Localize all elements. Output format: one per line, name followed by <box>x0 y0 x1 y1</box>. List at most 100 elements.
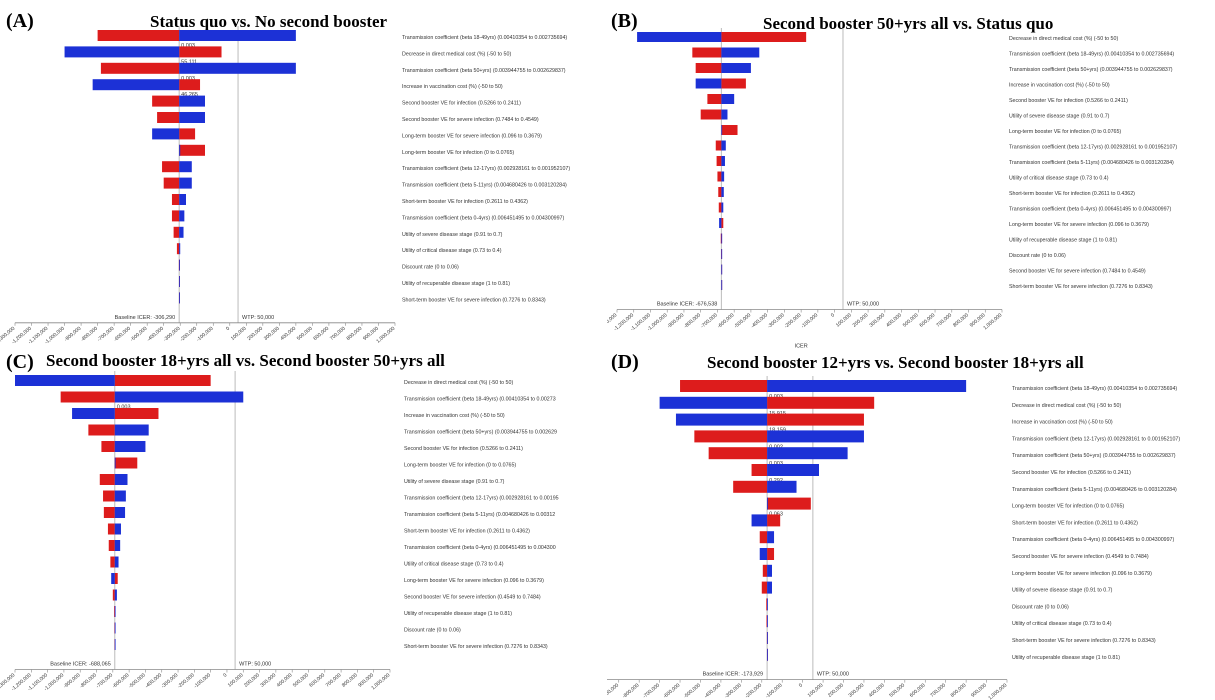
bar-high <box>114 507 126 518</box>
x-tick-label: -600,000 <box>111 672 130 689</box>
bar-high <box>179 226 184 238</box>
x-tick-label: 0 <box>222 672 228 679</box>
x-tick-label: -900,000 <box>666 312 685 329</box>
x-tick-label: -200,000 <box>783 312 802 329</box>
bar-low <box>715 140 722 151</box>
bar-label: Second booster VE for infection (0.5266 … <box>1009 98 1128 104</box>
bar-high <box>767 615 768 628</box>
bar-high <box>114 490 126 502</box>
bar-low <box>179 144 205 156</box>
bar-high <box>64 46 180 58</box>
bar-low <box>721 125 738 135</box>
x-tick-label: 400,000 <box>885 312 903 328</box>
x-tick-label: -900,000 <box>63 326 82 343</box>
bar-low <box>759 531 768 544</box>
bar-low <box>708 447 768 460</box>
x-tick-label: 800,000 <box>950 682 968 698</box>
bar-high <box>637 32 722 42</box>
bar-label: Utility of severe disease stage (0.91 to… <box>1009 114 1110 120</box>
bar-high <box>767 497 768 510</box>
bar-label: Long-term booster VE for severe infectio… <box>402 133 542 139</box>
bar-high <box>179 144 181 156</box>
bar-low <box>171 210 180 222</box>
bar-annotation: 46.265 <box>181 92 198 98</box>
bar-high <box>721 94 735 104</box>
bar-high <box>114 391 244 403</box>
bar-label: Long-term booster VE for severe infectio… <box>404 578 544 584</box>
panel-label: (A) <box>6 10 34 32</box>
x-tick-label: 300,000 <box>263 326 281 342</box>
bar-annotation: 0.003 <box>181 76 195 82</box>
x-tick-label: -600,000 <box>716 312 735 329</box>
bar-high <box>114 639 116 650</box>
panel-a: (A) Status quo vs. No second booster Tra… <box>0 0 607 350</box>
bar-low <box>733 480 768 493</box>
bar-high <box>114 523 121 535</box>
panel-label: (C) <box>6 351 34 373</box>
bar-label: Transmission coefficient (beta 5-11yrs) … <box>404 512 555 518</box>
bar-label: Transmission coefficient (beta 12-17yrs)… <box>1012 436 1180 442</box>
bar-label: Transmission coefficient (beta 0-4yrs) (… <box>404 545 556 551</box>
bar-high <box>114 540 121 551</box>
bar-high <box>721 280 723 290</box>
x-tick-label: 900,000 <box>970 682 988 698</box>
bar-low <box>695 63 722 73</box>
bar-label: Long-term booster VE for infection (0 to… <box>1009 129 1121 135</box>
x-tick-label: 700,000 <box>329 326 347 342</box>
bar-label: Utility of critical disease stage (0.73 … <box>1009 176 1109 182</box>
bar-low <box>171 194 180 205</box>
bar-label: Short-term booster VE for severe infecti… <box>1009 284 1153 290</box>
bar-low <box>173 226 180 238</box>
bar-high <box>767 480 797 493</box>
x-tick-label: -700,000 <box>642 682 661 699</box>
bar-high <box>179 112 205 123</box>
bar-label: Transmission coefficient (beta 50+yrs) (… <box>402 68 566 74</box>
x-tick-label: -500,000 <box>128 672 147 689</box>
bar-high <box>721 233 723 244</box>
bar-high <box>15 375 115 386</box>
x-tick-label: 400,000 <box>276 672 294 688</box>
x-tick-label: -200,000 <box>177 672 196 689</box>
bar-high <box>767 632 768 644</box>
bar-low <box>107 523 115 535</box>
panel-label: (B) <box>611 10 638 32</box>
bar-high <box>659 396 768 409</box>
bar-label: Second booster VE for severe infection (… <box>1009 269 1146 275</box>
bar-label: Transmission coefficient (beta 12-17yrs)… <box>404 496 559 502</box>
bar-low <box>97 30 180 41</box>
bar-low <box>114 573 118 584</box>
bar-high <box>114 622 116 634</box>
bar-label: Transmission coefficient (beta 0-4yrs) (… <box>402 215 564 221</box>
bar-low <box>110 556 115 568</box>
baseline-label: Baseline ICER: -676,538 <box>657 302 718 308</box>
bar-low <box>767 548 775 560</box>
bar-label: Transmission coefficient (beta 50+yrs) (… <box>1012 453 1176 459</box>
bar-high <box>767 598 768 611</box>
bar-label: Increase in vaccination cost (%) (-50 to… <box>404 413 505 419</box>
bar-high <box>111 573 115 584</box>
x-tick-label: -300,000 <box>163 326 182 343</box>
wtp-label: WTP: 50,000 <box>242 315 274 321</box>
bar-high <box>767 531 775 544</box>
x-tick-label: 500,000 <box>888 682 906 698</box>
bar-label: Second booster VE for infection (0.5266 … <box>1012 470 1131 476</box>
bar-label: Utility of critical disease stage (0.73 … <box>402 248 502 254</box>
x-tick-label: -800,000 <box>683 312 702 329</box>
bar-label: Utility of recuperable disease stage (1 … <box>402 281 510 287</box>
x-tick-label: -400,000 <box>703 682 722 699</box>
bar-high <box>179 194 186 205</box>
x-tick-label: -300,000 <box>160 672 179 689</box>
x-tick-label: 100,000 <box>807 682 825 698</box>
x-tick-label: 0 <box>225 326 231 333</box>
bar-label: Transmission coefficient (beta 0-4yrs) (… <box>1012 537 1174 543</box>
x-tick-label: 500,000 <box>292 672 310 688</box>
bar-low <box>721 32 807 42</box>
bar-low <box>114 457 138 469</box>
bar-label: Decrease in direct medical cost (%) (-50… <box>1009 36 1118 42</box>
bar-high <box>114 457 116 469</box>
bar-label: Utility of critical disease stage (0.73 … <box>1012 621 1112 627</box>
bar-low <box>720 233 722 244</box>
x-tick-label: -300,000 <box>724 682 743 699</box>
bar-label: Utility of recuperable disease stage (1 … <box>1009 238 1117 244</box>
bar-low <box>766 598 768 611</box>
